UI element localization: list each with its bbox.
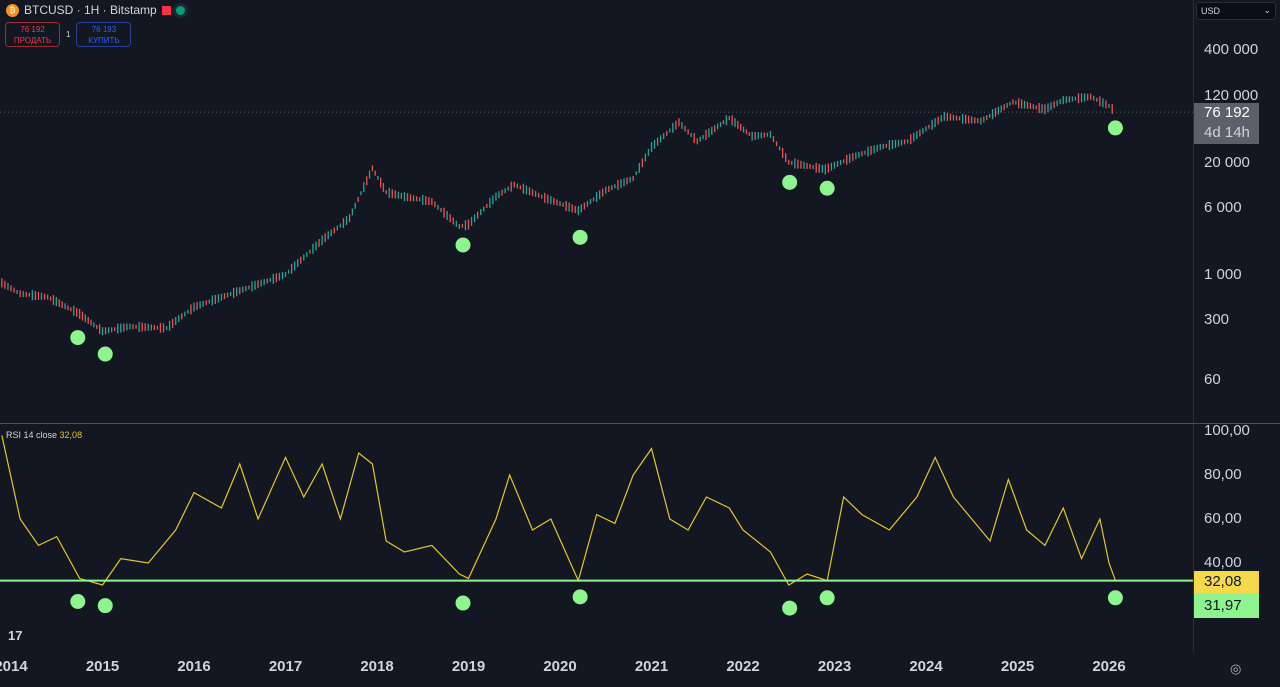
rsi-tick: 80,00 <box>1204 466 1242 483</box>
market-status-icon <box>175 5 185 15</box>
time-tick: 2025 <box>1000 658 1035 675</box>
symbol-title: BTCUSD · 1H · Bitstamp <box>24 3 157 17</box>
chevron-down-icon: ⌄ <box>1263 5 1271 15</box>
time-tick: 2020 <box>543 658 577 675</box>
time-tick: 2021 <box>634 658 669 675</box>
time-tick: 2014 <box>0 658 28 675</box>
time-tick: 2026 <box>1092 658 1126 675</box>
time-tick: 2022 <box>726 658 760 675</box>
price-marker <box>455 237 471 253</box>
rsi-tick: 40,00 <box>1204 554 1242 571</box>
rsi-marker <box>1107 590 1123 606</box>
sell-label: ПРОДАТЬ <box>13 36 52 45</box>
rsi-legend[interactable]: RSI 14 close 32,08 <box>6 430 82 440</box>
rsi-current-tag: 32,08 <box>1194 571 1259 593</box>
time-tick: 2019 <box>451 658 486 675</box>
time-tick: 2015 <box>85 658 120 675</box>
rsi-tick: 100,00 <box>1204 422 1250 439</box>
pane-separator[interactable] <box>0 423 1280 424</box>
last-price: 76 192 <box>1204 104 1250 121</box>
currency-select[interactable]: USD ⌄ <box>1196 2 1276 20</box>
currency-value: USD <box>1201 6 1221 16</box>
rsi-marker <box>455 595 471 611</box>
price-tick: 300 <box>1204 311 1230 328</box>
last-price-tag: 76 192 4d 14h <box>1194 103 1259 144</box>
rsi-marker <box>97 598 113 614</box>
sell-price: 76 192 <box>20 25 45 34</box>
chart-plot[interactable] <box>0 0 1193 652</box>
rsi-line <box>1 435 1116 586</box>
bar-countdown: 4d 14h <box>1204 124 1250 141</box>
rsi-level-tag: 31,97 <box>1194 593 1259 618</box>
time-tick: 2018 <box>360 658 394 675</box>
bitcoin-icon: ₿ <box>6 3 19 17</box>
price-tick: 1 000 <box>1204 266 1242 283</box>
rsi-tick: 60,00 <box>1204 510 1242 527</box>
quantity[interactable]: 1 <box>66 30 71 39</box>
flag-icon[interactable] <box>161 5 171 15</box>
price-marker <box>70 330 86 346</box>
settings-icon[interactable]: ◎ <box>1230 661 1242 676</box>
price-tick: 20 000 <box>1204 154 1250 171</box>
time-tick: 2016 <box>177 658 211 675</box>
price-marker <box>1107 120 1123 136</box>
rsi-value: 32,08 <box>59 430 83 440</box>
time-tick: 2023 <box>817 658 852 675</box>
buy-label: КУПИТЬ <box>88 36 120 45</box>
buy-button[interactable]: 76 193 КУПИТЬ <box>76 22 132 47</box>
price-marker <box>572 229 588 245</box>
price-tick: 400 000 <box>1204 41 1259 58</box>
price-tick: 6 000 <box>1204 199 1242 216</box>
price-tick: 60 <box>1204 371 1221 388</box>
price-axis-border <box>1193 0 1194 652</box>
rsi-marker <box>819 590 835 606</box>
rsi-marker <box>70 594 86 609</box>
price-tick: 120 000 <box>1204 87 1259 104</box>
time-tick: 2024 <box>909 658 943 675</box>
rsi-marker <box>572 589 588 605</box>
rsi-label: RSI 14 close <box>6 430 58 440</box>
price-marker <box>819 180 835 196</box>
symbol-header[interactable]: ₿ BTCUSD · 1H · Bitstamp <box>6 3 185 17</box>
price-marker <box>97 346 113 362</box>
rsi-marker <box>782 600 798 616</box>
time-tick: 2017 <box>268 658 303 675</box>
price-marker <box>782 174 798 190</box>
sell-button[interactable]: 76 192 ПРОДАТЬ <box>5 22 60 47</box>
buy-price: 76 193 <box>91 25 117 34</box>
tradingview-logo[interactable]: 17 <box>8 628 23 643</box>
